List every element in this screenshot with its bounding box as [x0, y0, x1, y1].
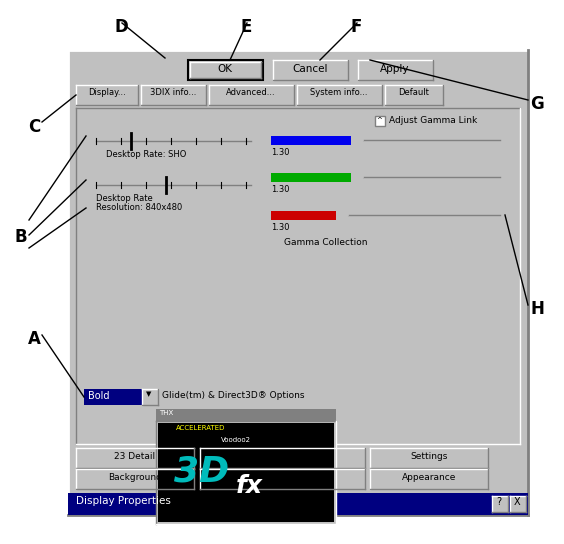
Text: Appearance: Appearance [402, 473, 456, 482]
Bar [201, 470, 364, 488]
Bar [273, 60, 348, 80]
Bar [209, 85, 294, 105]
Text: Glide(tm) & Direct3D® Options: Glide(tm) & Direct3D® Options [162, 391, 305, 400]
Text: Cancel: Cancel [292, 64, 328, 74]
Bar [370, 469, 488, 489]
Text: Resolution: 840x480: Resolution: 840x480 [96, 203, 182, 212]
Bar [511, 497, 525, 511]
Text: Screen Saver: Screen Saver [252, 473, 312, 482]
Bar [492, 496, 508, 512]
Bar [386, 86, 442, 104]
Text: THX: THX [159, 410, 173, 416]
Text: 3D: 3D [174, 454, 229, 488]
Bar [77, 86, 137, 104]
Text: G: G [530, 95, 544, 113]
Bar [371, 449, 487, 467]
Bar [68, 50, 528, 515]
Text: 23 Detail: 23 Detail [114, 452, 156, 461]
Bar [77, 449, 193, 467]
Bar [68, 493, 528, 515]
Text: F: F [350, 18, 362, 36]
Bar [142, 389, 158, 405]
Text: 3DIX Voodoo2: 3DIX Voodoo2 [250, 452, 314, 461]
Bar [77, 470, 193, 488]
Bar [510, 496, 526, 512]
Text: D: D [115, 18, 129, 36]
Bar [188, 60, 263, 80]
Text: Bold: Bold [88, 391, 109, 401]
Text: A: A [28, 330, 41, 348]
Text: Default: Default [399, 88, 429, 97]
Text: Settings: Settings [411, 452, 448, 461]
Text: Desktop Rate: SHO: Desktop Rate: SHO [106, 150, 186, 159]
Text: Background: Background [108, 473, 162, 482]
Bar [200, 469, 365, 489]
Bar [76, 85, 138, 105]
Bar [271, 136, 351, 145]
Text: 1.30: 1.30 [271, 223, 289, 232]
Bar [370, 448, 488, 468]
Text: OK: OK [218, 64, 232, 74]
Text: Desktop Rate: Desktop Rate [96, 194, 153, 203]
Bar [156, 409, 336, 421]
Bar [271, 211, 336, 220]
Bar [84, 389, 142, 405]
Bar [201, 449, 364, 467]
Text: fx: fx [236, 474, 263, 498]
Text: H: H [530, 300, 544, 318]
Bar [298, 86, 381, 104]
Text: X: X [514, 497, 521, 507]
Bar [76, 448, 194, 468]
Text: C: C [28, 118, 40, 136]
Bar [200, 448, 365, 468]
Text: Advanced...: Advanced... [226, 88, 276, 97]
Bar [76, 108, 520, 444]
Text: ?: ? [496, 497, 501, 507]
Bar [371, 470, 487, 488]
Bar [385, 85, 443, 105]
Text: Display...: Display... [88, 88, 126, 97]
Text: ACCELERATED: ACCELERATED [176, 425, 226, 431]
Text: Voodoo2: Voodoo2 [221, 437, 251, 443]
Bar [142, 86, 205, 104]
Text: ▼: ▼ [146, 391, 151, 397]
Bar [141, 85, 206, 105]
Bar [493, 497, 507, 511]
Text: Gamma Collection: Gamma Collection [284, 238, 368, 247]
Bar [158, 423, 334, 522]
Bar [156, 421, 336, 524]
Text: Adjust Gamma Link: Adjust Gamma Link [389, 116, 477, 125]
Text: B: B [14, 228, 27, 246]
Bar [358, 60, 433, 80]
Bar [297, 85, 382, 105]
Bar [78, 110, 518, 442]
Text: System info...: System info... [310, 88, 368, 97]
Text: Display Properties: Display Properties [76, 496, 171, 506]
Text: ^: ^ [376, 117, 382, 123]
Bar [210, 86, 293, 104]
Bar [76, 469, 194, 489]
Text: 1.30: 1.30 [271, 148, 289, 157]
Text: 3DIX info...: 3DIX info... [150, 88, 196, 97]
Bar [271, 173, 351, 182]
Bar [375, 116, 385, 126]
Bar [190, 62, 261, 78]
Text: 1.30: 1.30 [271, 185, 289, 194]
Text: E: E [240, 18, 252, 36]
Text: Apply: Apply [380, 64, 410, 74]
